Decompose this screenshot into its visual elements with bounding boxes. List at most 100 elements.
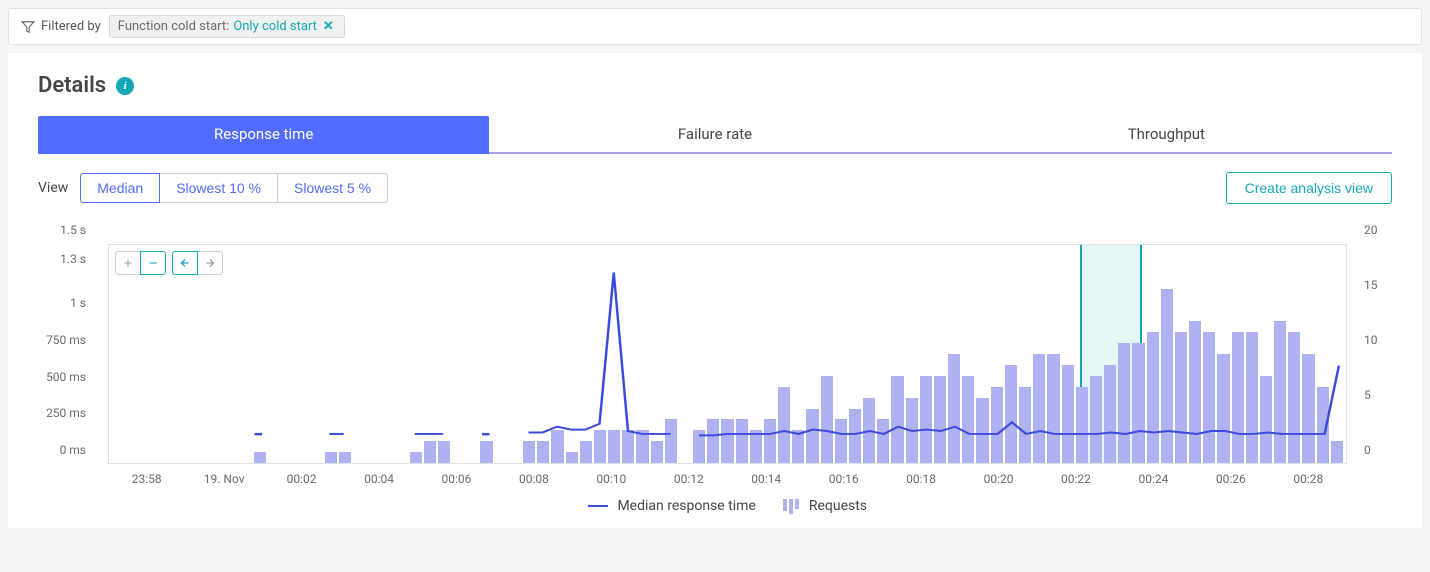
bar [1062, 365, 1074, 463]
bar [1076, 387, 1088, 463]
bar [693, 430, 705, 463]
bar [410, 452, 422, 463]
bar [1147, 332, 1159, 463]
tab-failure-rate[interactable]: Failure rate [489, 116, 940, 154]
bar [1175, 332, 1187, 463]
bar [254, 452, 266, 463]
arrow-right-icon [204, 257, 216, 269]
y-left-tick: 1.3 s [60, 252, 86, 266]
bar [920, 376, 932, 463]
bar [651, 441, 663, 463]
y-left-tick: 1 s [70, 296, 86, 310]
bar [1274, 321, 1286, 463]
bar [580, 441, 592, 463]
bar [1033, 354, 1045, 463]
bar [1232, 332, 1244, 463]
x-tick: 23:58 [108, 472, 185, 486]
x-tick: 00:26 [1192, 472, 1269, 486]
bar [1203, 332, 1215, 463]
chart-legend: Median response time Requests [108, 498, 1347, 514]
view-group: View Median Slowest 10 % Slowest 5 % [38, 173, 388, 203]
zoom-in-button[interactable]: + [115, 251, 141, 275]
bar [1288, 332, 1300, 463]
bar [821, 376, 833, 463]
pan-left-button[interactable] [172, 251, 198, 275]
x-tick: 00:08 [495, 472, 572, 486]
x-tick: 00:22 [1037, 472, 1114, 486]
x-tick: 00:06 [418, 472, 495, 486]
bar [877, 419, 889, 463]
view-slowest5-button[interactable]: Slowest 5 % [277, 173, 388, 203]
y-right-tick: 0 [1364, 443, 1371, 457]
y-right-tick: 5 [1364, 388, 1371, 402]
x-tick: 00:24 [1115, 472, 1192, 486]
filter-bar: Filtered by Function cold start: Only co… [8, 8, 1422, 45]
close-icon[interactable]: ✕ [321, 19, 336, 34]
x-tick: 00:14 [728, 472, 805, 486]
filter-key: Function cold start: [118, 19, 230, 34]
bar [750, 430, 762, 463]
y-right-tick: 15 [1364, 278, 1378, 292]
legend-line-label: Median response time [617, 498, 755, 514]
pan-right-button[interactable] [197, 251, 223, 275]
create-analysis-button[interactable]: Create analysis view [1226, 172, 1392, 204]
bar [792, 430, 804, 463]
y-axis-left: 0 ms250 ms500 ms750 ms1 s1.3 s1.5 s [38, 244, 98, 464]
legend-bars-swatch [783, 499, 799, 514]
bar [806, 409, 818, 464]
bar [721, 419, 733, 463]
bar [1090, 376, 1102, 463]
x-tick: 00:20 [960, 472, 1037, 486]
filter-icon [21, 20, 35, 34]
bar [906, 398, 918, 463]
bar [594, 430, 606, 463]
bar [1019, 387, 1031, 463]
y-right-tick: 20 [1364, 223, 1378, 237]
bar [1246, 332, 1258, 463]
bar [863, 398, 875, 463]
bar [778, 387, 790, 463]
bar [962, 376, 974, 463]
view-segmented: Median Slowest 10 % Slowest 5 % [80, 173, 388, 203]
tab-throughput[interactable]: Throughput [941, 116, 1392, 154]
bar [1161, 289, 1173, 463]
zoom-out-button[interactable]: − [140, 251, 166, 275]
filter-label: Filtered by [21, 19, 101, 34]
bar [523, 441, 535, 463]
bar [707, 419, 719, 463]
bar [976, 398, 988, 463]
bar [835, 419, 847, 463]
bar [1104, 365, 1116, 463]
filter-value: Only cold start [233, 19, 317, 34]
y-left-tick: 1.5 s [60, 223, 86, 237]
bar [608, 430, 620, 463]
bar [622, 430, 634, 463]
bar [665, 419, 677, 463]
bar [948, 354, 960, 463]
view-median-button[interactable]: Median [80, 173, 160, 203]
x-tick: 00:02 [263, 472, 340, 486]
chart-plot-area[interactable]: + − [108, 244, 1347, 464]
bar [1132, 343, 1144, 463]
bar [636, 430, 648, 463]
filtered-by-text: Filtered by [41, 19, 101, 34]
x-axis: 23:5819. Nov00:0200:0400:0600:0800:1000:… [108, 472, 1347, 486]
arrow-left-icon [179, 257, 191, 269]
controls-row: View Median Slowest 10 % Slowest 5 % Cre… [38, 172, 1392, 204]
bar [1047, 354, 1059, 463]
bar [891, 376, 903, 463]
x-tick: 00:12 [650, 472, 727, 486]
filter-chip[interactable]: Function cold start: Only cold start ✕ [109, 15, 345, 38]
x-tick: 00:28 [1270, 472, 1347, 486]
bar [325, 452, 337, 463]
bar [736, 419, 748, 463]
bar [934, 376, 946, 463]
x-tick: 19. Nov [185, 472, 262, 486]
metric-tabs: Response time Failure rate Throughput [38, 116, 1392, 154]
view-slowest10-button[interactable]: Slowest 10 % [159, 173, 278, 203]
info-icon[interactable]: i [116, 77, 134, 95]
page-title: Details [38, 73, 106, 98]
bar [537, 441, 549, 463]
y-left-tick: 250 ms [46, 406, 86, 420]
tab-response-time[interactable]: Response time [38, 116, 489, 154]
